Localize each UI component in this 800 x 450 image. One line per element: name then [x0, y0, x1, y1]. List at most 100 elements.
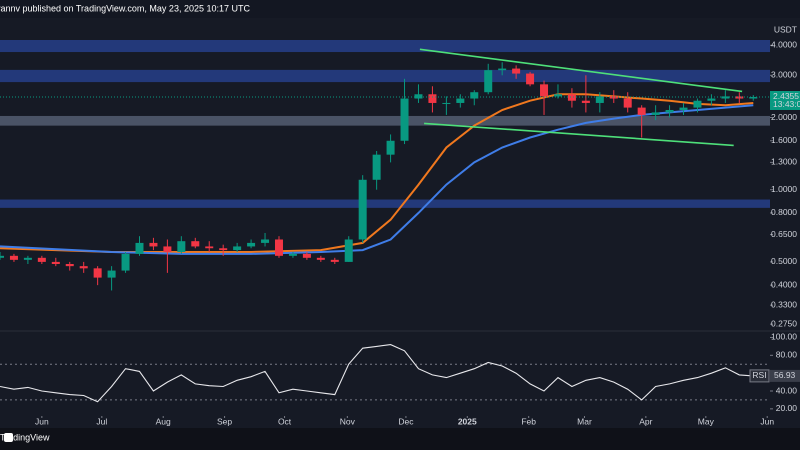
y-tick-label: 0.6500 — [771, 229, 797, 239]
y-tick-label: 0.3300 — [771, 299, 797, 309]
candle-body — [177, 241, 186, 252]
candle-body — [79, 266, 88, 269]
logo — [4, 433, 13, 442]
countdown: 13:43:0 — [773, 99, 800, 109]
candle-body — [721, 96, 730, 99]
candle-body — [526, 73, 535, 85]
rsi-value-label: 56.93 — [774, 370, 796, 380]
candle-body — [609, 96, 618, 99]
footer: TradingView — [0, 432, 50, 442]
y-tick-label: 1.0000 — [771, 184, 797, 194]
currency: USDT — [774, 24, 797, 34]
zone — [0, 115, 770, 126]
candle-body — [358, 179, 367, 240]
candle-body — [330, 259, 339, 262]
candle-body — [23, 257, 32, 260]
candle-body — [400, 98, 409, 141]
x-tick-label: Apr — [639, 416, 652, 426]
candle-body — [9, 255, 18, 260]
candle-body — [65, 263, 74, 267]
candle-body — [261, 239, 270, 243]
candle-body — [637, 107, 646, 115]
candle-body — [567, 94, 576, 101]
moving-average — [0, 93, 754, 253]
rsi-tick-label: 20.00 — [776, 403, 798, 413]
candle-body — [386, 140, 395, 155]
y-tick-label: 1.3000 — [771, 157, 797, 167]
candle-body — [191, 241, 200, 247]
rsi-line — [0, 344, 754, 403]
y-tick-label: 1.6000 — [771, 135, 797, 145]
last-price-box — [770, 90, 800, 110]
candle-body — [428, 94, 437, 103]
candle-body — [163, 246, 172, 252]
candle-body — [93, 268, 102, 278]
candle-body — [121, 253, 130, 271]
x-tick-label: Aug — [156, 416, 171, 426]
candle-body — [344, 239, 353, 262]
x-tick-label: Jun — [760, 416, 774, 426]
candle-body — [442, 102, 451, 104]
rsi-name: RSI — [752, 370, 766, 380]
y-tick-label: 4.0000 — [771, 40, 797, 50]
y-tick-label: 0.4000 — [771, 279, 797, 289]
candle-body — [274, 239, 283, 256]
candle-body — [135, 242, 144, 254]
main-pane — [0, 39, 770, 208]
x-tick-label: Jun — [35, 416, 49, 426]
candle-body — [735, 96, 744, 99]
rsi-name-box — [749, 369, 770, 383]
candle-body — [749, 96, 758, 99]
x-tick-label: Feb — [521, 416, 536, 426]
candle-body — [553, 94, 562, 97]
candle-body — [51, 261, 60, 264]
x-tick-label: Oct — [278, 416, 292, 426]
candle-body — [107, 270, 116, 278]
candle-body — [470, 92, 479, 99]
header-bar — [0, 0, 800, 18]
rsi-tick-label: 80.00 — [776, 350, 798, 360]
candle-body — [679, 107, 688, 110]
x-tick-label: Sep — [217, 416, 232, 426]
candle-body — [665, 109, 674, 113]
rsi-value-box — [770, 369, 800, 382]
moving-average — [0, 104, 754, 255]
candle-body — [247, 242, 256, 247]
candle-body — [37, 257, 46, 262]
candle-body — [456, 98, 465, 103]
candle-body — [623, 98, 632, 108]
last-price-label: 2.4355 — [773, 91, 799, 101]
x-tick-label: Mar — [577, 416, 592, 426]
price-axis — [770, 18, 800, 428]
candle-body — [302, 253, 311, 258]
y-tick-label: 0.2750 — [771, 318, 797, 328]
trendline — [419, 48, 743, 93]
candle-body — [0, 255, 4, 258]
candle-body — [693, 100, 702, 108]
header: yannv published on TradingView.com, May … — [0, 3, 250, 13]
trendline — [424, 122, 734, 147]
candle-body — [540, 84, 549, 97]
candle-body — [414, 94, 423, 99]
candle-body — [219, 248, 228, 251]
candle-body — [512, 68, 521, 74]
x-tick-label: May — [698, 416, 715, 426]
candle-body — [233, 246, 242, 251]
rsi-tick-label: 40.00 — [776, 385, 798, 395]
rsi-tick-label: 100.00 — [771, 332, 797, 342]
candle-body — [484, 70, 493, 93]
y-tick-label: 0.8000 — [771, 207, 797, 217]
candle-body — [581, 100, 590, 103]
y-tick-label: 0.5000 — [771, 256, 797, 266]
candle-body — [498, 68, 507, 71]
candle-body — [149, 242, 158, 247]
y-tick-label: 3.0000 — [771, 70, 797, 80]
x-tick-label: Nov — [340, 416, 356, 426]
candle-body — [651, 112, 660, 115]
footer-bar — [0, 428, 800, 450]
candle-body — [205, 246, 214, 249]
candle-body — [372, 154, 381, 180]
candle-body — [288, 253, 297, 256]
